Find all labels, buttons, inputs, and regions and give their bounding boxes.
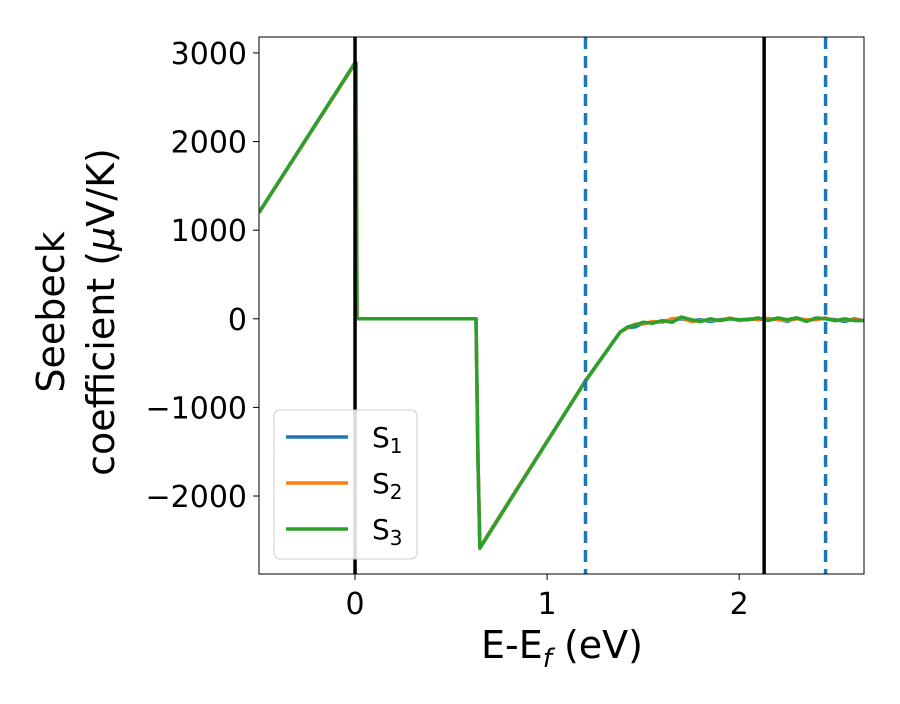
y-axis-label-line2: coefficient (μV/K): [79, 148, 123, 476]
y-tick-label: 0: [228, 303, 247, 338]
y-axis-label-line1: Seebeck: [29, 231, 73, 392]
x-tick-label: 1: [538, 587, 557, 622]
legend-label-1: S1: [372, 421, 403, 458]
y-tick-label: −1000: [146, 391, 247, 426]
x-axis-label: E-Ef (eV): [481, 623, 643, 674]
x-tick-label: 0: [345, 587, 364, 622]
y-tick-label: 2000: [171, 126, 247, 161]
plot-area: [259, 37, 864, 574]
series-line-3: [259, 60, 864, 551]
y-axis: −2000 −1000 0 1000 2000 3000: [146, 37, 259, 515]
x-tick-label: 2: [730, 587, 749, 622]
legend-label-2: S2: [372, 467, 403, 504]
y-tick-label: −2000: [146, 480, 247, 515]
x-axis: 0 1 2: [345, 574, 749, 622]
y-tick-label: 1000: [171, 214, 247, 249]
legend-label-3: S3: [372, 513, 403, 550]
legend: S1 S2 S3: [273, 409, 418, 560]
y-tick-label: 3000: [171, 37, 247, 72]
plot-frame: [258, 36, 865, 575]
